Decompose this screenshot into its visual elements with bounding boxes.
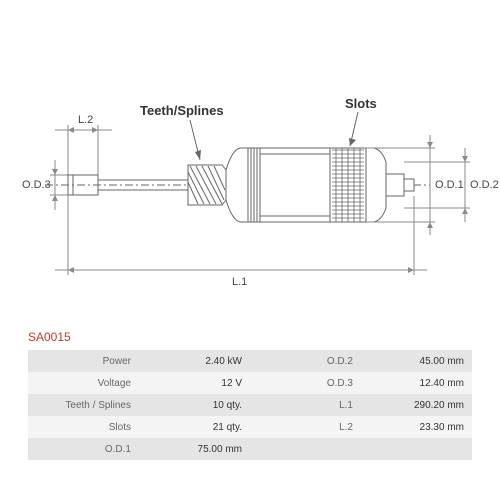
- spec-label: Power: [28, 350, 139, 372]
- dim-label-l1: L.1: [232, 276, 247, 288]
- spec-label: Teeth / Splines: [28, 394, 139, 416]
- specs-table: Power2.40 kWO.D.245.00 mmVoltage12 VO.D.…: [28, 350, 472, 460]
- spec-value: 12.40 mm: [361, 372, 472, 394]
- spec-value: 2.40 kW: [139, 350, 250, 372]
- spec-label: [250, 438, 361, 460]
- table-row: Power2.40 kWO.D.245.00 mm: [28, 350, 472, 372]
- dim-label-od2: O.D.2: [470, 179, 499, 191]
- part-number: SA0015: [28, 330, 71, 344]
- spec-label: O.D.2: [250, 350, 361, 372]
- table-row: O.D.175.00 mm: [28, 438, 472, 460]
- dim-label-l2: L.2: [78, 114, 93, 126]
- spec-value: 23.30 mm: [361, 416, 472, 438]
- dim-label-od1: O.D.1: [435, 179, 464, 191]
- callout-teeth: Teeth/Splines: [140, 103, 224, 118]
- spec-label: Slots: [28, 416, 139, 438]
- spec-value: 10 qty.: [139, 394, 250, 416]
- spec-value: 290.20 mm: [361, 394, 472, 416]
- armature-body: [226, 148, 414, 222]
- splines-geometry: [188, 165, 226, 205]
- callout-slots: Slots: [345, 96, 377, 111]
- armature-diagram: L.2 O.D.3 Teeth/Splines: [0, 0, 500, 325]
- spec-label: L.1: [250, 394, 361, 416]
- spec-value: 12 V: [139, 372, 250, 394]
- diagram-area: L.2 O.D.3 Teeth/Splines: [0, 0, 500, 325]
- table-row: Voltage12 VO.D.312.40 mm: [28, 372, 472, 394]
- spec-value: [361, 438, 472, 460]
- spec-label: O.D.3: [250, 372, 361, 394]
- table-row: Teeth / Splines10 qty.L.1290.20 mm: [28, 394, 472, 416]
- spec-value: 21 qty.: [139, 416, 250, 438]
- spec-label: L.2: [250, 416, 361, 438]
- spec-label: Voltage: [28, 372, 139, 394]
- spec-value: 45.00 mm: [361, 350, 472, 372]
- spec-label: O.D.1: [28, 438, 139, 460]
- spec-value: 75.00 mm: [139, 438, 250, 460]
- table-row: Slots21 qty.L.223.30 mm: [28, 416, 472, 438]
- specs-table-area: Power2.40 kWO.D.245.00 mmVoltage12 VO.D.…: [28, 350, 472, 460]
